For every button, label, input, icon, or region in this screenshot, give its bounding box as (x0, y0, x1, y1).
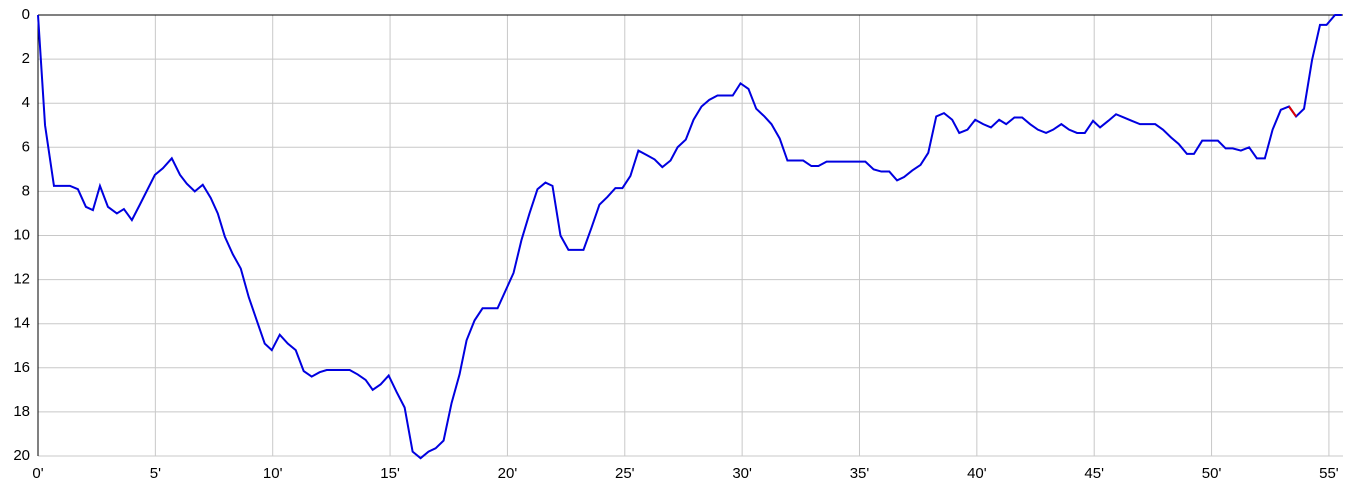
y-tick-label: 14 (13, 315, 30, 332)
x-tick-label: 40' (967, 465, 987, 482)
x-tick-label: 0' (32, 465, 43, 482)
x-tick-label: 50' (1202, 465, 1222, 482)
y-tick-label: 12 (13, 271, 30, 288)
x-tick-label: 25' (615, 465, 635, 482)
y-tick-label: 6 (22, 138, 30, 155)
x-tick-label: 10' (263, 465, 283, 482)
y-tick-label: 10 (13, 226, 30, 243)
chart: 0 2 4 6 8 10 12 14 16 18 200' 5' 10' 15' 20' 25' 30' 35' 4… (0, 0, 1348, 486)
depth-line (38, 15, 1342, 458)
y-tick-label: 16 (13, 359, 30, 376)
y-tick-label: 2 (22, 50, 30, 67)
x-tick-label: 55' (1319, 465, 1339, 482)
y-tick-label: 20 (13, 447, 30, 464)
y-tick-label: 18 (13, 403, 30, 420)
x-tick-label: 20' (498, 465, 518, 482)
x-tick-label: 30' (732, 465, 752, 482)
x-tick-label: 35' (850, 465, 870, 482)
y-tick-label: 4 (22, 94, 30, 111)
x-tick-label: 5' (150, 465, 161, 482)
depth-line (1289, 107, 1296, 117)
y-tick-label: 0 (22, 6, 30, 23)
x-tick-label: 45' (1084, 465, 1104, 482)
y-tick-label: 8 (22, 182, 30, 199)
x-tick-label: 15' (380, 465, 400, 482)
